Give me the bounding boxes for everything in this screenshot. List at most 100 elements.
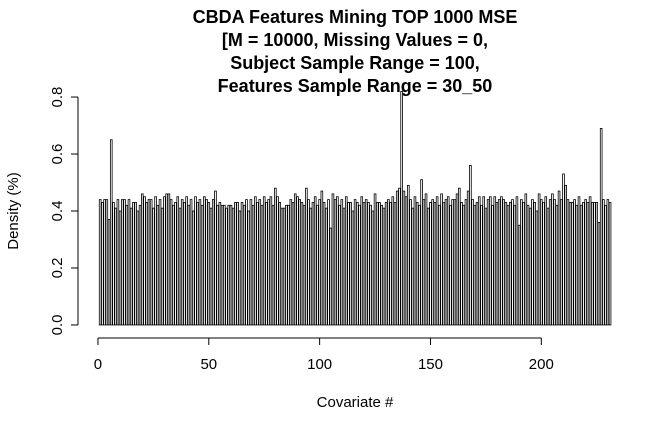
bar	[160, 207, 164, 326]
bar	[220, 204, 224, 326]
bar	[559, 199, 563, 326]
bar	[471, 199, 474, 326]
bar	[435, 196, 439, 326]
bar	[393, 202, 397, 326]
bar	[129, 207, 133, 326]
bar	[174, 202, 177, 326]
bar	[305, 187, 308, 326]
bar	[531, 199, 534, 326]
y-tick-label: 0.0	[49, 315, 66, 336]
bar	[258, 199, 262, 326]
bar	[309, 207, 313, 326]
bar	[608, 202, 612, 326]
bar	[114, 207, 117, 326]
bar	[564, 184, 567, 326]
bar	[123, 199, 126, 326]
bar	[344, 196, 348, 326]
bar	[422, 199, 426, 326]
bar	[360, 196, 364, 326]
bar	[276, 196, 279, 326]
bar	[134, 202, 137, 326]
bar	[249, 199, 253, 326]
bar	[158, 199, 162, 326]
bar	[402, 190, 406, 326]
bar	[296, 196, 299, 326]
bar	[522, 202, 525, 326]
bar	[349, 202, 352, 326]
y-tick-label: 0.2	[49, 258, 66, 279]
bar	[165, 193, 168, 326]
bar	[513, 204, 517, 326]
bar	[586, 202, 590, 326]
chart-title: [M = 10000, Missing Values = 0,	[222, 30, 488, 50]
bar	[238, 210, 242, 326]
bar	[387, 199, 390, 326]
bar	[203, 196, 206, 326]
bar	[577, 196, 581, 326]
bar	[316, 204, 319, 326]
bar	[597, 221, 601, 326]
bar	[455, 193, 459, 326]
x-tick-label: 150	[418, 356, 443, 373]
x-tick-label: 200	[529, 356, 554, 373]
bar	[293, 193, 297, 326]
bar	[599, 127, 603, 326]
bar	[373, 193, 377, 326]
bar	[347, 202, 350, 326]
bar	[285, 204, 288, 326]
bar	[380, 204, 383, 326]
bar	[573, 199, 576, 326]
bar	[278, 202, 282, 326]
chart-title: CBDA Features Mining TOP 1000 MSE	[193, 7, 518, 27]
bar	[526, 204, 530, 326]
bar	[593, 202, 596, 326]
bar	[216, 204, 219, 326]
bar	[183, 202, 186, 326]
bar	[132, 202, 135, 326]
bar	[449, 204, 452, 326]
bar	[236, 202, 239, 326]
bar	[251, 204, 255, 326]
bar	[480, 204, 483, 326]
bar	[313, 196, 317, 326]
bar	[116, 199, 120, 326]
bar	[431, 199, 434, 326]
bar	[462, 204, 466, 326]
bar	[440, 193, 443, 326]
bar	[438, 204, 441, 326]
bar	[497, 199, 501, 326]
bar	[223, 204, 226, 326]
bar	[189, 199, 193, 326]
bar	[562, 173, 565, 326]
bar	[176, 196, 180, 326]
bar	[282, 207, 286, 326]
bar	[118, 210, 122, 326]
bar	[362, 202, 366, 326]
bar	[509, 202, 512, 326]
bar	[367, 202, 370, 326]
bar	[234, 202, 237, 326]
bar	[384, 202, 388, 326]
bar	[591, 202, 594, 326]
bar	[553, 199, 556, 326]
bar	[227, 204, 231, 326]
bar	[340, 199, 344, 326]
bar	[163, 196, 166, 326]
bar	[307, 199, 310, 326]
bar	[214, 190, 217, 326]
bar	[109, 139, 113, 326]
bar	[260, 204, 264, 326]
bar	[125, 204, 129, 326]
bar	[453, 199, 457, 326]
bar	[502, 199, 505, 326]
bar	[333, 199, 337, 326]
bar	[602, 199, 605, 326]
bar	[369, 204, 372, 326]
bar	[353, 199, 357, 326]
bar	[205, 199, 208, 326]
bar	[298, 199, 301, 326]
bar	[533, 202, 536, 326]
bar	[274, 187, 277, 326]
x-tick-label: 50	[200, 356, 217, 373]
bar	[358, 204, 361, 326]
